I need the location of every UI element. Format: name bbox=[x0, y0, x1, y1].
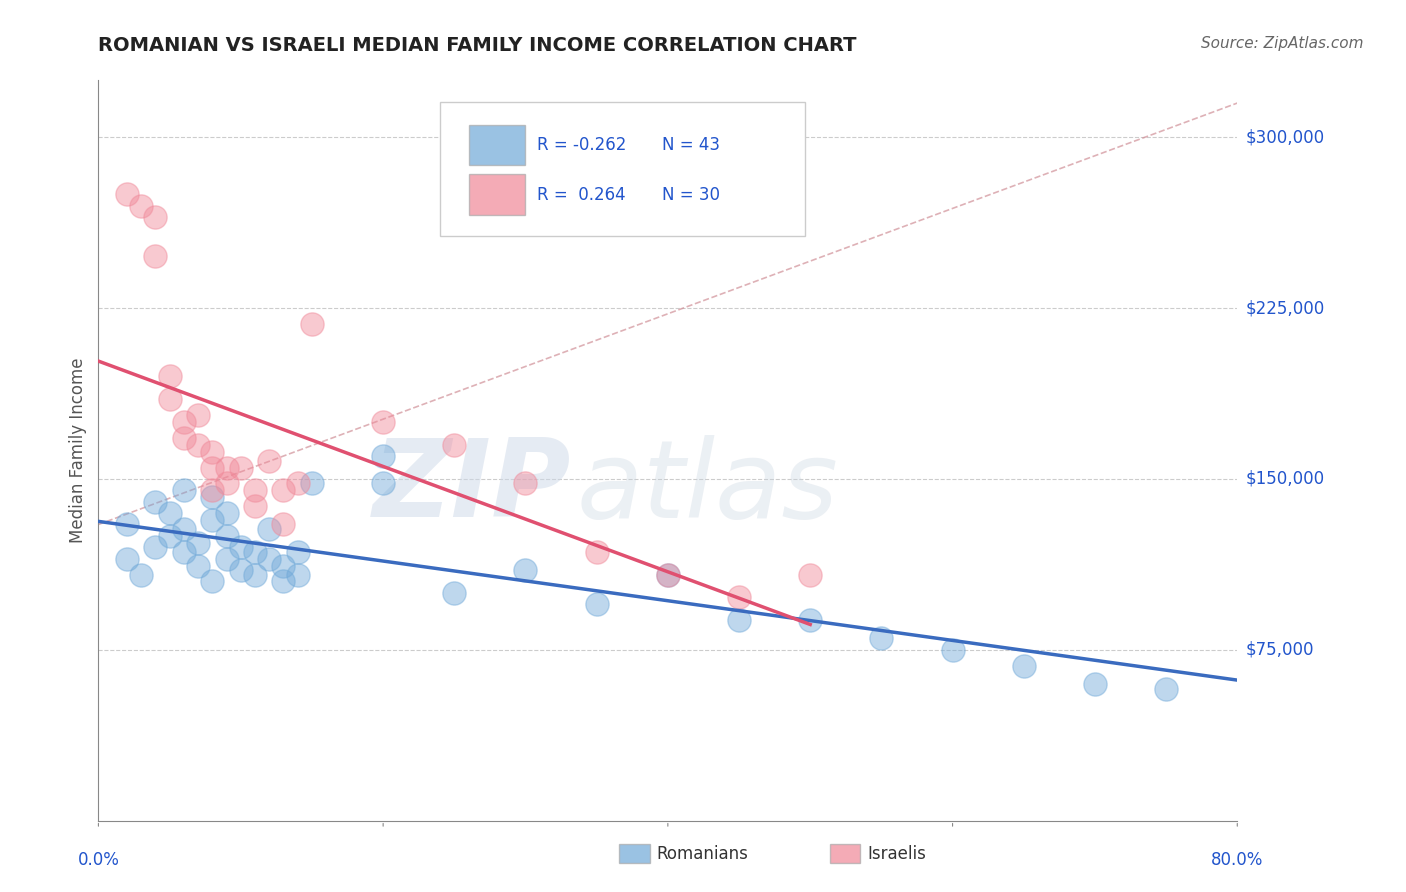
Point bbox=[243, 500, 266, 514]
Point bbox=[173, 545, 195, 559]
Text: $300,000: $300,000 bbox=[1246, 128, 1324, 146]
Text: atlas: atlas bbox=[576, 435, 838, 540]
Point bbox=[201, 444, 224, 458]
Point bbox=[173, 415, 195, 429]
Point bbox=[115, 517, 138, 532]
Point bbox=[273, 517, 295, 532]
FancyBboxPatch shape bbox=[440, 103, 804, 235]
Point bbox=[259, 453, 281, 467]
Point bbox=[145, 541, 167, 555]
Point bbox=[145, 494, 167, 508]
Text: $75,000: $75,000 bbox=[1246, 640, 1315, 659]
Point bbox=[373, 476, 395, 491]
Point bbox=[173, 522, 195, 536]
Text: ROMANIAN VS ISRAELI MEDIAN FAMILY INCOME CORRELATION CHART: ROMANIAN VS ISRAELI MEDIAN FAMILY INCOME… bbox=[98, 36, 856, 54]
Point bbox=[273, 558, 295, 573]
Text: R = -0.262: R = -0.262 bbox=[537, 136, 626, 153]
Point bbox=[870, 632, 893, 646]
Point bbox=[1084, 677, 1107, 691]
Text: N = 30: N = 30 bbox=[662, 186, 720, 204]
Text: $225,000: $225,000 bbox=[1246, 299, 1324, 317]
Point bbox=[145, 249, 167, 263]
Point bbox=[159, 392, 181, 407]
Point bbox=[129, 567, 152, 582]
Point bbox=[159, 369, 181, 384]
Point bbox=[301, 317, 323, 331]
Point bbox=[728, 613, 751, 627]
Point bbox=[301, 476, 323, 491]
Text: Romanians: Romanians bbox=[657, 845, 748, 863]
Point bbox=[187, 535, 209, 549]
FancyBboxPatch shape bbox=[468, 174, 526, 215]
Text: $150,000: $150,000 bbox=[1246, 470, 1324, 488]
Point bbox=[145, 210, 167, 224]
Point bbox=[159, 529, 181, 543]
Point bbox=[243, 545, 266, 559]
Text: Israelis: Israelis bbox=[868, 845, 927, 863]
Point bbox=[201, 483, 224, 498]
Text: ZIP: ZIP bbox=[373, 434, 571, 541]
Point bbox=[287, 567, 309, 582]
Y-axis label: Median Family Income: Median Family Income bbox=[69, 358, 87, 543]
Point bbox=[201, 574, 224, 589]
Point bbox=[187, 438, 209, 452]
Point bbox=[201, 490, 224, 504]
Point bbox=[728, 591, 751, 605]
Point bbox=[1012, 658, 1035, 673]
Point bbox=[585, 545, 607, 559]
Text: 80.0%: 80.0% bbox=[1211, 851, 1264, 869]
Point bbox=[215, 460, 238, 475]
Point bbox=[173, 483, 195, 498]
Point bbox=[201, 460, 224, 475]
Point bbox=[1254, 649, 1277, 664]
FancyBboxPatch shape bbox=[468, 125, 526, 165]
Text: R =  0.264: R = 0.264 bbox=[537, 186, 626, 204]
Point bbox=[229, 460, 252, 475]
Point bbox=[287, 545, 309, 559]
Point bbox=[243, 567, 266, 582]
Point bbox=[273, 483, 295, 498]
Point bbox=[443, 586, 465, 600]
Point bbox=[215, 529, 238, 543]
Point bbox=[173, 431, 195, 445]
Point bbox=[229, 563, 252, 577]
Point bbox=[287, 476, 309, 491]
Point bbox=[259, 551, 281, 566]
Point bbox=[201, 513, 224, 527]
Point bbox=[799, 567, 821, 582]
Point bbox=[243, 483, 266, 498]
Text: 0.0%: 0.0% bbox=[77, 851, 120, 869]
Point bbox=[657, 567, 679, 582]
Point bbox=[159, 506, 181, 520]
Text: N = 43: N = 43 bbox=[662, 136, 720, 153]
Point bbox=[187, 558, 209, 573]
Point bbox=[115, 551, 138, 566]
Point bbox=[215, 551, 238, 566]
Point bbox=[1154, 681, 1177, 696]
Point bbox=[115, 187, 138, 202]
Point bbox=[273, 574, 295, 589]
Point bbox=[515, 476, 537, 491]
Point bbox=[373, 415, 395, 429]
Point bbox=[942, 642, 965, 657]
Point bbox=[129, 198, 152, 212]
Point bbox=[215, 476, 238, 491]
Point bbox=[657, 567, 679, 582]
Point bbox=[187, 408, 209, 422]
Point bbox=[373, 449, 395, 463]
Point bbox=[229, 541, 252, 555]
Point bbox=[799, 613, 821, 627]
Point bbox=[215, 506, 238, 520]
Text: Source: ZipAtlas.com: Source: ZipAtlas.com bbox=[1201, 36, 1364, 51]
Point bbox=[585, 597, 607, 611]
Point bbox=[515, 563, 537, 577]
Point bbox=[259, 522, 281, 536]
Point bbox=[443, 438, 465, 452]
